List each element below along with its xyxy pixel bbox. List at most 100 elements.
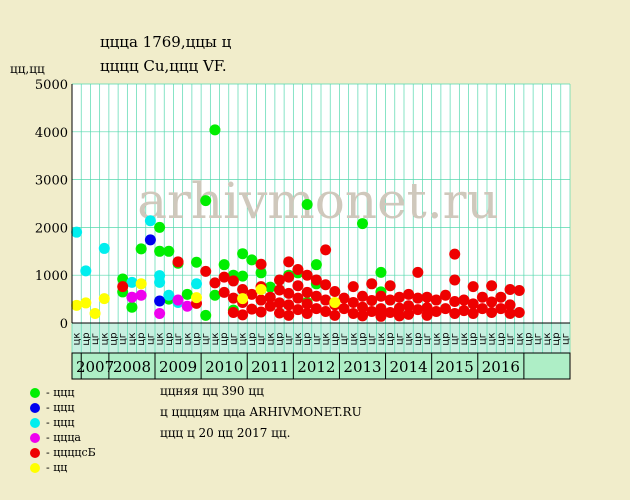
quarter-label: цр bbox=[192, 332, 203, 345]
data-point-red bbox=[467, 298, 479, 310]
data-point-green bbox=[237, 270, 249, 282]
y-tick-label: 0 bbox=[60, 317, 68, 332]
data-point-red bbox=[338, 303, 350, 315]
quarter-label: цк bbox=[155, 333, 166, 346]
quarter-label: цг bbox=[477, 333, 488, 345]
data-point-magenta bbox=[126, 291, 138, 303]
data-point-green bbox=[310, 259, 322, 271]
quarter-label: цр bbox=[136, 332, 147, 345]
data-point-red bbox=[495, 291, 507, 303]
data-point-magenta bbox=[181, 300, 193, 312]
quarter-label: цр bbox=[358, 332, 369, 345]
quarter-label: цр bbox=[164, 332, 175, 345]
data-point-yellow bbox=[80, 297, 92, 309]
data-point-green bbox=[209, 124, 221, 136]
data-point-red bbox=[347, 296, 359, 308]
quarter-label: цг bbox=[505, 333, 516, 345]
data-point-red bbox=[366, 306, 378, 318]
legend-swatch bbox=[30, 403, 40, 413]
quarter-label: цр bbox=[109, 332, 120, 345]
legend-label: - ццц bbox=[46, 386, 75, 399]
data-point-red bbox=[440, 303, 451, 315]
data-point-green bbox=[301, 198, 313, 210]
data-point-red bbox=[274, 307, 285, 319]
quarter-label: цр bbox=[385, 332, 396, 345]
data-point-red bbox=[237, 284, 249, 296]
data-point-red bbox=[301, 307, 313, 319]
data-point-red bbox=[486, 296, 498, 308]
quarter-label: цг bbox=[256, 333, 267, 345]
year-label: 2011 bbox=[251, 358, 289, 376]
data-point-red bbox=[292, 263, 304, 275]
y-tick-label: 5000 bbox=[35, 78, 68, 93]
quarter-label: цк bbox=[542, 333, 553, 346]
data-point-cyan bbox=[163, 289, 175, 301]
year-label: 2016 bbox=[482, 358, 520, 376]
quarter-label: цр bbox=[330, 332, 341, 345]
data-point-red bbox=[329, 285, 341, 297]
data-point-red bbox=[393, 291, 405, 303]
data-point-red bbox=[440, 289, 451, 301]
data-point-red bbox=[421, 302, 433, 314]
data-point-red bbox=[200, 265, 212, 277]
data-point-yellow bbox=[237, 293, 249, 305]
quarter-label: цр bbox=[302, 332, 313, 345]
legend-swatch bbox=[30, 448, 40, 458]
data-point-green bbox=[200, 309, 212, 321]
data-point-red bbox=[384, 306, 396, 318]
data-point-red bbox=[310, 303, 322, 315]
data-point-red bbox=[218, 271, 230, 283]
data-point-green bbox=[246, 254, 258, 266]
data-point-green bbox=[375, 266, 387, 278]
data-point-red bbox=[393, 310, 405, 322]
data-point-red bbox=[476, 291, 488, 303]
data-point-red bbox=[320, 244, 332, 256]
info-average-price: ццняя цц 390 цц bbox=[160, 384, 264, 398]
data-point-red bbox=[320, 279, 332, 291]
quarter-label: цк bbox=[293, 333, 304, 346]
data-point-red bbox=[384, 294, 396, 306]
quarter-label: цк bbox=[376, 333, 387, 346]
chart-title-line1: ццца 1769,ццы ц bbox=[100, 33, 232, 51]
data-point-red bbox=[375, 310, 387, 322]
data-point-red bbox=[393, 302, 405, 314]
data-point-red bbox=[412, 292, 424, 304]
data-point-green bbox=[264, 281, 276, 293]
data-point-green bbox=[163, 245, 175, 257]
data-point-green bbox=[135, 243, 147, 255]
data-point-green bbox=[154, 221, 166, 233]
legend-swatch bbox=[30, 463, 40, 473]
data-point-red bbox=[449, 295, 461, 307]
data-point-red bbox=[430, 306, 442, 318]
data-point-red bbox=[403, 300, 415, 312]
quarter-label: цр bbox=[441, 332, 452, 345]
quarter-label: цк bbox=[431, 333, 442, 346]
legend-swatch bbox=[30, 418, 40, 428]
data-point-red bbox=[403, 288, 415, 300]
data-point-red bbox=[504, 284, 516, 296]
data-point-red bbox=[209, 277, 221, 289]
data-point-red bbox=[375, 290, 387, 302]
data-point-red bbox=[255, 294, 267, 306]
y-tick-label: 1000 bbox=[35, 269, 68, 284]
data-point-magenta bbox=[135, 289, 147, 301]
data-point-green bbox=[209, 289, 221, 301]
data-point-green bbox=[117, 273, 129, 285]
data-point-red bbox=[255, 306, 267, 318]
data-point-red bbox=[458, 294, 470, 306]
data-point-red bbox=[513, 306, 525, 318]
quarter-label: цр bbox=[468, 332, 479, 345]
data-point-yellow bbox=[98, 293, 110, 305]
data-point-red bbox=[283, 256, 295, 268]
legend-label: - ццццcБ bbox=[46, 446, 96, 459]
quarter-label: цг bbox=[201, 333, 212, 345]
data-point-red bbox=[246, 288, 258, 300]
quarter-label: цг bbox=[422, 333, 433, 345]
data-point-red bbox=[227, 306, 239, 318]
info-date: ццц ц 20 цц 2017 цц. bbox=[160, 426, 291, 440]
year-label: 2015 bbox=[436, 358, 474, 376]
y-axis-label: цц,цц bbox=[10, 62, 45, 76]
data-point-red bbox=[467, 307, 479, 319]
quarter-label: цр bbox=[275, 332, 286, 345]
